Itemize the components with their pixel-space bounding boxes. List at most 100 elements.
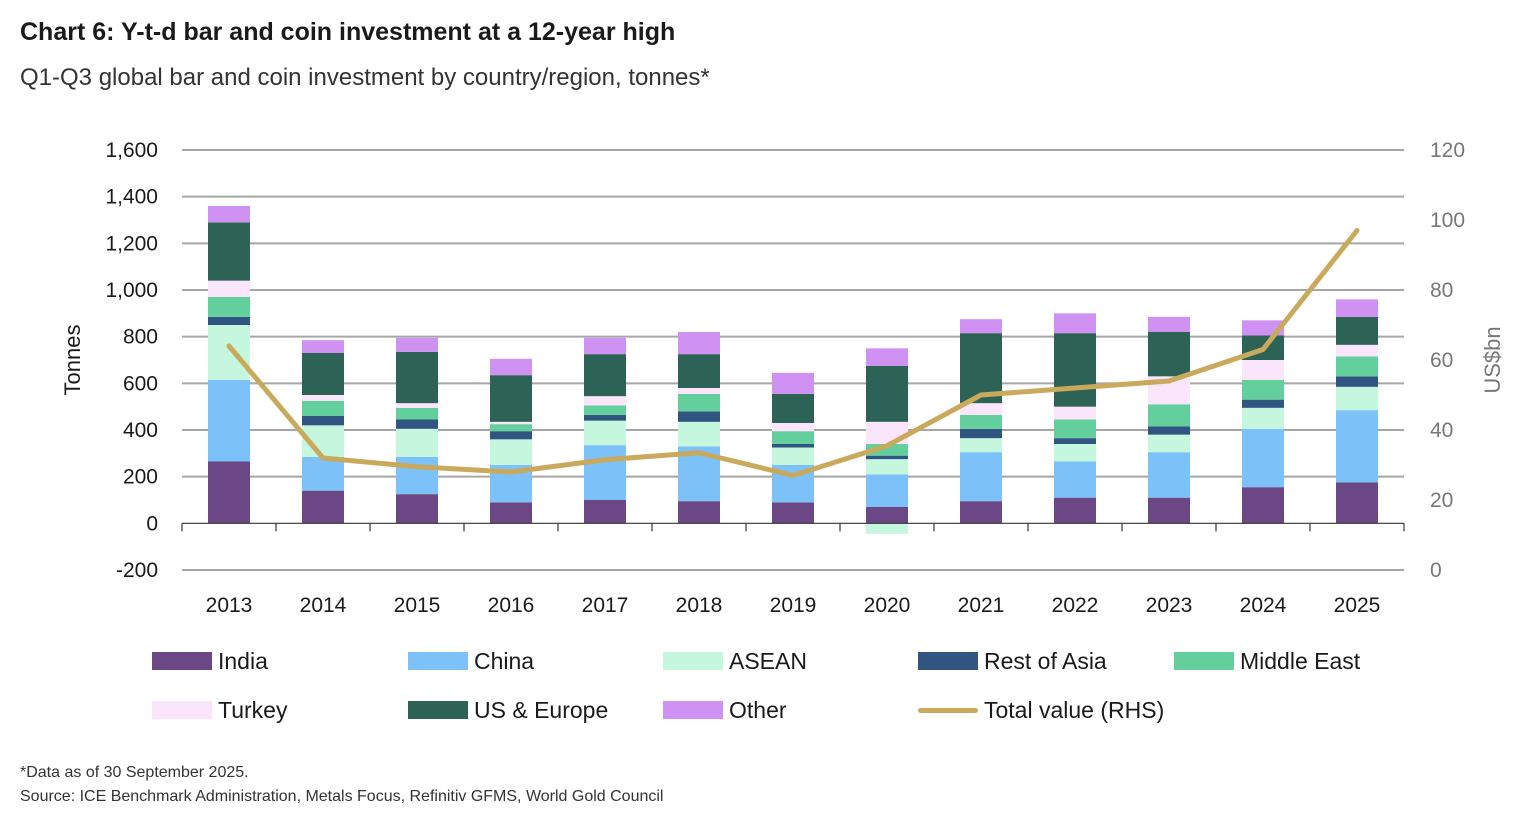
bar-segment-us-europe-2025 (1336, 316, 1378, 345)
bar-segment-rest-of-asia-2015 (396, 419, 438, 429)
legend-item-china: China (408, 644, 534, 678)
bar-segment-china-2021 (960, 452, 1002, 502)
y2-axis-title: US$bn (1480, 326, 1505, 393)
legend-swatch-rest-of-asia (918, 652, 978, 670)
x-tick-label: 2016 (488, 594, 535, 617)
bar-segment-india-2020 (866, 507, 908, 524)
legend-item-middle-east: Middle East (1174, 644, 1360, 678)
legend-label-us-europe: US & Europe (474, 696, 609, 723)
bar-segment-other-2022 (1054, 313, 1096, 334)
legend-item-asean: ASEAN (663, 644, 807, 678)
y2-tick-label: 60 (1430, 349, 1453, 372)
bar-segment-india-2025 (1336, 482, 1378, 524)
bar-segment-middle-east-2019 (772, 431, 814, 444)
y-tick-label: 0 (146, 512, 158, 535)
bar-segment-us-europe-2022 (1054, 333, 1096, 407)
y2-tick-label: 80 (1430, 279, 1453, 302)
y-tick-label: 1,000 (105, 279, 158, 302)
x-tick-label: 2013 (206, 594, 253, 617)
y-tick-label: 1,200 (105, 232, 158, 255)
bar-segment-other-2017 (584, 337, 626, 355)
bar-segment-rest-of-asia-2014 (302, 416, 344, 426)
legend-item-rest-of-asia: Rest of Asia (918, 644, 1107, 678)
x-tick-label: 2014 (300, 594, 347, 617)
bar-segment-other-2024 (1242, 320, 1284, 336)
bar-segment-middle-east-2024 (1242, 379, 1284, 400)
bar-segment-china-2020 (866, 474, 908, 507)
legend-label-turkey: Turkey (218, 696, 288, 723)
bar-segment-turkey-2013 (208, 280, 250, 297)
bar-segment-middle-east-2018 (678, 393, 720, 412)
bar-segment-china-2024 (1242, 428, 1284, 488)
x-tick-label: 2019 (770, 594, 817, 617)
bar-segment-rest-of-asia-2021 (960, 428, 1002, 439)
legend-item-total-value: Total value (RHS) (918, 693, 1164, 727)
bar-segment-asean-2017 (584, 420, 626, 446)
bar-segment-asean-2019 (772, 447, 814, 465)
bar-segment-india-2022 (1054, 497, 1096, 524)
bar-segment-turkey-2025 (1336, 344, 1378, 357)
legend-swatch-turkey (152, 701, 212, 719)
bar-segment-turkey-2017 (584, 396, 626, 406)
bar-line-chart: -200 0 200 400 600 800 1,000 1,200 1,400 1,600 0 20… (60, 139, 1505, 617)
bar-segment-middle-east-2013 (208, 297, 250, 317)
total-value-line (226, 228, 1360, 478)
bar-segment-india-2015 (396, 494, 438, 524)
legend-swatch-india (152, 652, 212, 670)
bar-segment-rest-of-asia-2013 (208, 316, 250, 325)
legend-label-asean: ASEAN (729, 647, 807, 674)
bar-segment-rest-of-asia-2020 (866, 455, 908, 460)
legend-swatch-middle-east (1174, 652, 1234, 670)
legend-label-china: China (474, 647, 535, 674)
legend-label-rest-of-asia: Rest of Asia (984, 647, 1107, 674)
footnote-source: Source: ICE Benchmark Administration, Me… (20, 788, 664, 805)
bar-segment-india-2021 (960, 501, 1002, 524)
bar-segment-india-2019 (772, 502, 814, 524)
bar-segment-negative-asean-2020 (866, 523, 908, 534)
bar-segment-middle-east-2023 (1148, 404, 1190, 427)
bar-segment-india-2013 (208, 461, 250, 524)
bar-segment-asean-2015 (396, 428, 438, 457)
x-tick-label: 2025 (1334, 594, 1381, 617)
bar-segment-rest-of-asia-2025 (1336, 376, 1378, 387)
y2-tick-label: 20 (1430, 489, 1453, 512)
x-tick-label: 2017 (582, 594, 629, 617)
bar-segment-us-europe-2018 (678, 354, 720, 388)
bar-segment-asean-2022 (1054, 444, 1096, 462)
y-tick-label: 800 (123, 326, 158, 349)
chart-title: Chart 6: Y-t-d bar and coin investment a… (20, 18, 676, 46)
bar-segment-other-2019 (772, 372, 814, 394)
y2-tick-label: 40 (1430, 419, 1453, 442)
bar-segment-middle-east-2017 (584, 405, 626, 415)
bar-segment-us-europe-2013 (208, 222, 250, 281)
x-tick-label: 2023 (1146, 594, 1193, 617)
bar-segment-asean-2016 (490, 439, 532, 465)
bar-segment-other-2016 (490, 358, 532, 376)
bar-segment-india-2018 (678, 501, 720, 524)
bar-segment-other-2021 (960, 319, 1002, 334)
bar-segment-rest-of-asia-2019 (772, 444, 814, 448)
bar-segment-other-2025 (1336, 299, 1378, 317)
y-tick-label: 400 (123, 419, 158, 442)
bar-segment-turkey-2019 (772, 423, 814, 432)
x-tick-label: 2020 (864, 594, 911, 617)
legend-swatch-asean (663, 652, 723, 670)
legend-item-us-europe: US & Europe (408, 693, 608, 727)
bar-segment-other-2023 (1148, 316, 1190, 332)
bar-segment-rest-of-asia-2023 (1148, 426, 1190, 435)
bar-segment-china-2014 (302, 456, 344, 491)
bar-segment-china-2023 (1148, 452, 1190, 498)
x-tick-label: 2018 (676, 594, 723, 617)
bar-segment-middle-east-2020 (866, 444, 908, 456)
legend-label-total-value: Total value (RHS) (984, 696, 1165, 723)
bar-segment-turkey-2024 (1242, 360, 1284, 380)
y-tick-label: 1,400 (105, 186, 158, 209)
legend-item-turkey: Turkey (152, 693, 287, 727)
bar-segment-asean-2013 (208, 325, 250, 380)
bar-segment-asean-2023 (1148, 434, 1190, 453)
bar-segment-asean-2021 (960, 438, 1002, 453)
bar-segment-us-europe-2020 (866, 365, 908, 422)
bar-segment-india-2016 (490, 502, 532, 524)
bar-segment-india-2023 (1148, 497, 1190, 524)
legend-swatch-other (663, 701, 723, 719)
